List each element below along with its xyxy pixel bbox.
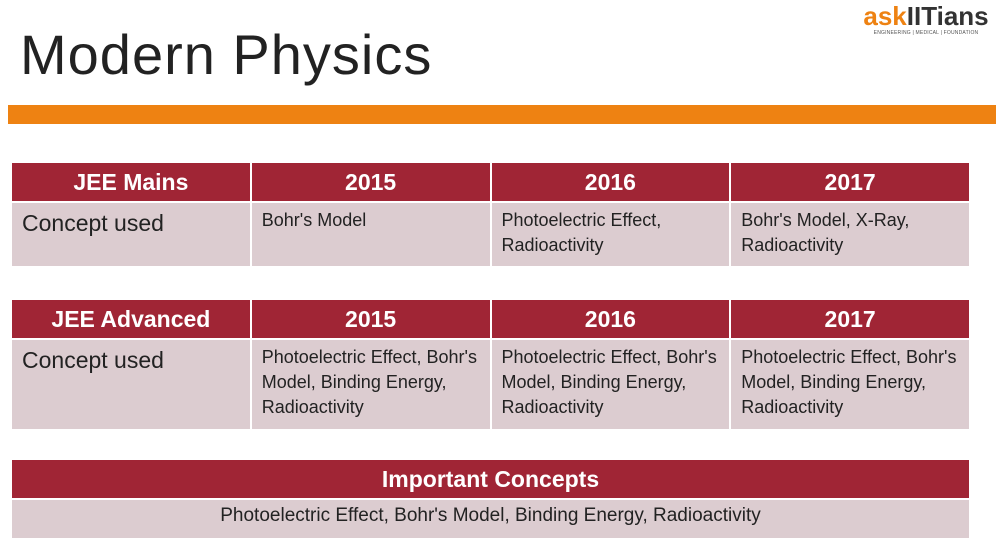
header-cell: 2015 [251, 300, 490, 338]
table-cell: Bohr's Model [251, 203, 490, 266]
header-cell: 2016 [491, 300, 730, 338]
logo-ask: ask [863, 1, 907, 31]
row-label: Concept used [12, 340, 250, 429]
important-concepts-table: Important Concepts Photoelectric Effect,… [10, 458, 971, 540]
table-header-row: JEE Mains 2015 2016 2017 [12, 163, 969, 201]
table-cell: Photoelectric Effect, Bohr's Model, Bind… [491, 340, 730, 429]
page-title: Modern Physics [20, 23, 433, 86]
asktiitians-logo: askIITians ENGINEERING | MEDICAL | FOUND… [858, 2, 994, 36]
orange-divider [8, 105, 996, 124]
table-cell: Bohr's Model, X-Ray, Radioactivity [731, 203, 969, 266]
table-header-row: JEE Advanced 2015 2016 2017 [12, 300, 969, 338]
table-cell: Photoelectric Effect, Bohr's Model, Bind… [251, 340, 490, 429]
header-cell: 2017 [731, 300, 969, 338]
jee-mains-table: JEE Mains 2015 2016 2017 Concept used Bo… [10, 161, 971, 268]
logo-iitians: IITians [906, 1, 989, 31]
table-row: Photoelectric Effect, Bohr's Model, Bind… [12, 500, 969, 538]
header-cell: Important Concepts [12, 460, 969, 498]
table-cell: Photoelectric Effect, Bohr's Model, Bind… [731, 340, 969, 429]
header-cell: 2017 [731, 163, 969, 201]
table-row: Concept used Bohr's Model Photoelectric … [12, 203, 969, 266]
table-header-row: Important Concepts [12, 460, 969, 498]
table-cell: Photoelectric Effect, Radioactivity [491, 203, 730, 266]
header-cell: 2016 [491, 163, 730, 201]
table-row: Concept used Photoelectric Effect, Bohr'… [12, 340, 969, 429]
logo-tagline: ENGINEERING | MEDICAL | FOUNDATION [873, 30, 979, 36]
header-cell: JEE Mains [12, 163, 250, 201]
jee-advanced-table: JEE Advanced 2015 2016 2017 Concept used… [10, 298, 971, 431]
row-label: Concept used [12, 203, 250, 266]
header-cell: JEE Advanced [12, 300, 250, 338]
table-cell: Photoelectric Effect, Bohr's Model, Bind… [12, 500, 969, 538]
header-cell: 2015 [251, 163, 490, 201]
